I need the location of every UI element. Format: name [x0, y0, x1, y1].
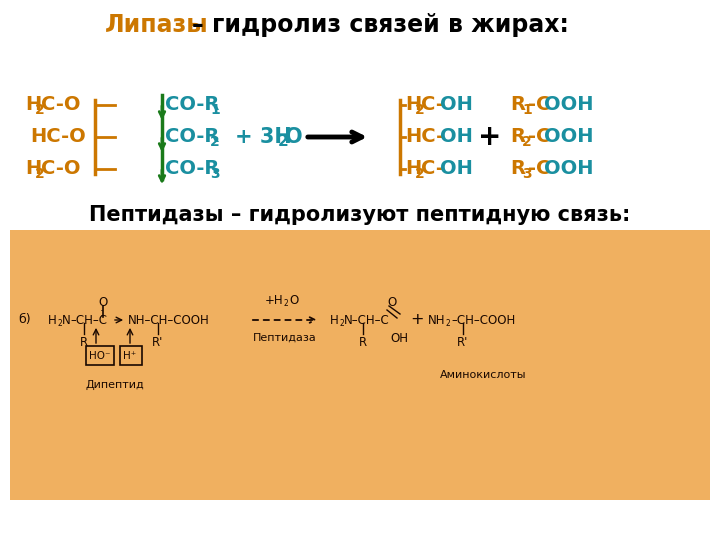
- Text: Пептидазы – гидролизуют пептидную связь:: Пептидазы – гидролизуют пептидную связь:: [89, 205, 631, 225]
- Text: N: N: [62, 314, 71, 327]
- Text: 2: 2: [210, 135, 220, 149]
- Text: CO-R: CO-R: [165, 127, 220, 146]
- Text: OOH: OOH: [544, 127, 593, 146]
- Text: -C: -C: [528, 159, 550, 179]
- Text: R: R: [359, 335, 367, 348]
- Text: 2: 2: [415, 167, 425, 181]
- Text: + 3H: + 3H: [235, 127, 292, 147]
- Text: -C: -C: [528, 96, 550, 114]
- Text: H: H: [330, 314, 338, 327]
- Text: –CH–C: –CH–C: [70, 314, 107, 327]
- Text: 2: 2: [278, 134, 289, 150]
- Text: 2: 2: [283, 300, 288, 308]
- Text: 2: 2: [57, 320, 62, 328]
- Text: R: R: [510, 96, 525, 114]
- Text: 2: 2: [339, 320, 343, 328]
- Text: OH: OH: [440, 159, 473, 179]
- Text: б): б): [18, 314, 31, 327]
- Text: C-O: C-O: [41, 96, 81, 114]
- Text: O: O: [285, 127, 302, 147]
- Text: +H: +H: [265, 294, 284, 307]
- Text: OOH: OOH: [544, 96, 593, 114]
- Text: CO-R: CO-R: [165, 159, 220, 179]
- Text: O: O: [99, 295, 107, 308]
- Text: +: +: [410, 313, 423, 327]
- Text: R: R: [510, 127, 525, 146]
- Bar: [10, 230, 710, 500]
- Text: CO-R: CO-R: [165, 96, 220, 114]
- Text: Дипептид: Дипептид: [86, 380, 145, 390]
- Text: H⁺: H⁺: [123, 351, 137, 361]
- Text: C-: C-: [421, 96, 444, 114]
- Text: H: H: [405, 159, 421, 179]
- Text: H: H: [48, 314, 57, 327]
- Text: 3: 3: [210, 167, 220, 181]
- Text: NH–CH–COOH: NH–CH–COOH: [128, 314, 210, 327]
- Text: OH: OH: [390, 332, 408, 345]
- Text: R: R: [510, 159, 525, 179]
- Bar: [120, 346, 142, 365]
- Text: –CH–COOH: –CH–COOH: [451, 314, 516, 327]
- Text: NH: NH: [428, 314, 446, 327]
- Text: 2: 2: [522, 135, 532, 149]
- Text: 2: 2: [446, 320, 451, 328]
- Text: Пептидаза: Пептидаза: [253, 333, 317, 343]
- Text: R': R': [153, 335, 163, 348]
- Text: HO⁻: HO⁻: [89, 351, 111, 361]
- Text: H: H: [25, 159, 41, 179]
- Text: N–CH–C: N–CH–C: [344, 314, 390, 327]
- Text: C-O: C-O: [41, 159, 81, 179]
- Text: 2: 2: [415, 103, 425, 117]
- Text: +: +: [478, 123, 502, 151]
- Text: R: R: [80, 335, 88, 348]
- Text: 2: 2: [35, 167, 45, 181]
- Text: :: :: [100, 307, 104, 320]
- Text: O: O: [289, 294, 298, 307]
- Text: R': R': [457, 335, 469, 348]
- Text: OOH: OOH: [544, 159, 593, 179]
- Text: Аминокислоты: Аминокислоты: [440, 370, 526, 380]
- Text: H: H: [405, 96, 421, 114]
- Text: OH: OH: [440, 127, 473, 146]
- Text: 2: 2: [35, 103, 45, 117]
- Text: 1: 1: [210, 103, 220, 117]
- Text: 3: 3: [522, 167, 531, 181]
- Text: O: O: [387, 295, 397, 308]
- Text: Липазы: Липазы: [105, 13, 209, 37]
- Text: 1: 1: [522, 103, 532, 117]
- Text: – гидролиз связей в жирах:: – гидролиз связей в жирах:: [192, 13, 569, 37]
- Text: HC-O: HC-O: [30, 127, 86, 146]
- Text: C-: C-: [421, 159, 444, 179]
- Text: H: H: [25, 96, 41, 114]
- Bar: [86, 346, 114, 365]
- Text: OH: OH: [440, 96, 473, 114]
- Text: -C: -C: [528, 127, 550, 146]
- Text: HC-: HC-: [405, 127, 444, 146]
